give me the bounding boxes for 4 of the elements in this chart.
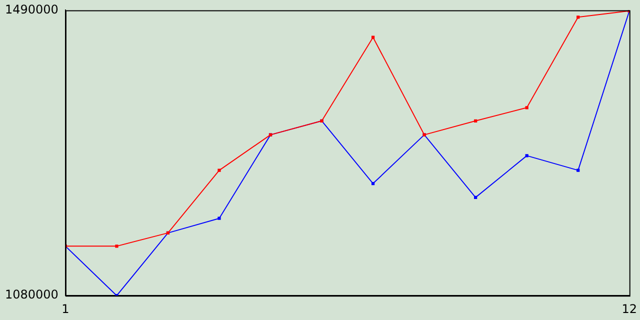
x-tick-label: 1 xyxy=(62,302,70,316)
y-tick-label: 1080000 xyxy=(4,288,58,302)
y-tick-label: 1490000 xyxy=(4,2,58,16)
x-tick-label: 12 xyxy=(622,302,638,316)
